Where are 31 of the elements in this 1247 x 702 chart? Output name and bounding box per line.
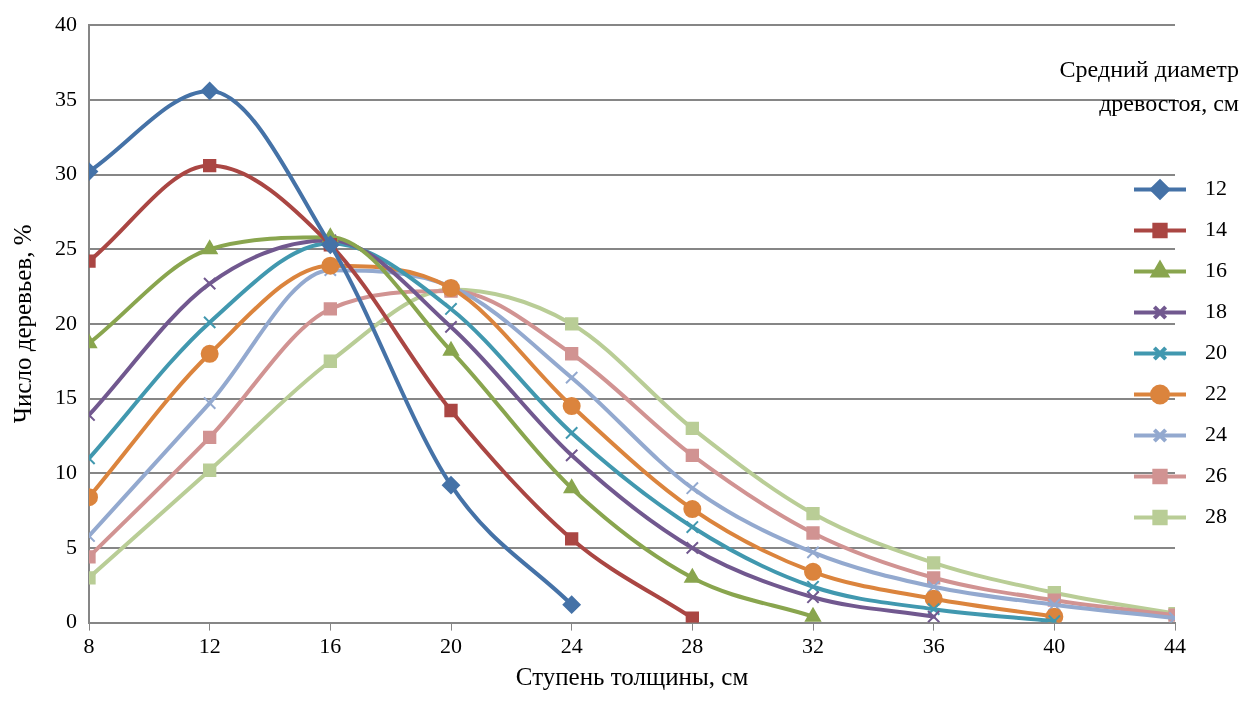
y-tick-label: 20 — [55, 309, 77, 335]
x-tick-label: 12 — [198, 632, 221, 658]
y-tick-label: 5 — [66, 533, 77, 559]
y-tick-label: 15 — [55, 384, 77, 410]
x-tick-label: 24 — [560, 632, 583, 658]
legend-label: 24 — [1205, 421, 1227, 447]
x-axis-title: Ступень толщины, см — [515, 662, 749, 690]
legend-label: 22 — [1205, 380, 1227, 406]
legend-title: Средний диаметр древостоя, см — [1058, 55, 1239, 118]
y-tick-label: 25 — [55, 235, 77, 261]
legend-label: 14 — [1205, 216, 1227, 242]
legend-label: 20 — [1205, 339, 1227, 365]
y-tick-label: 35 — [55, 85, 77, 111]
y-tick-label: 10 — [55, 459, 77, 485]
y-tick-label: 30 — [55, 160, 77, 186]
legend-label: 12 — [1205, 175, 1227, 201]
legend-label: 26 — [1205, 462, 1227, 488]
x-tick-label: 32 — [802, 632, 824, 658]
x-tick-label: 40 — [1043, 632, 1066, 658]
x-tick-label: 44 — [1164, 632, 1186, 658]
x-tick-label: 28 — [681, 632, 704, 658]
x-tick-label: 8 — [83, 632, 95, 658]
legend-label: 28 — [1205, 503, 1227, 529]
y-tick-label: 40 — [55, 10, 77, 36]
legend-label: 18 — [1205, 298, 1227, 324]
x-tick-label: 36 — [922, 632, 945, 658]
x-tick-label: 16 — [319, 632, 342, 658]
legend-label: 16 — [1205, 257, 1227, 283]
y-axis-title: Число деревьев, % — [8, 224, 36, 424]
x-tick-label: 20 — [440, 632, 462, 658]
y-tick-label: 0 — [66, 608, 77, 634]
